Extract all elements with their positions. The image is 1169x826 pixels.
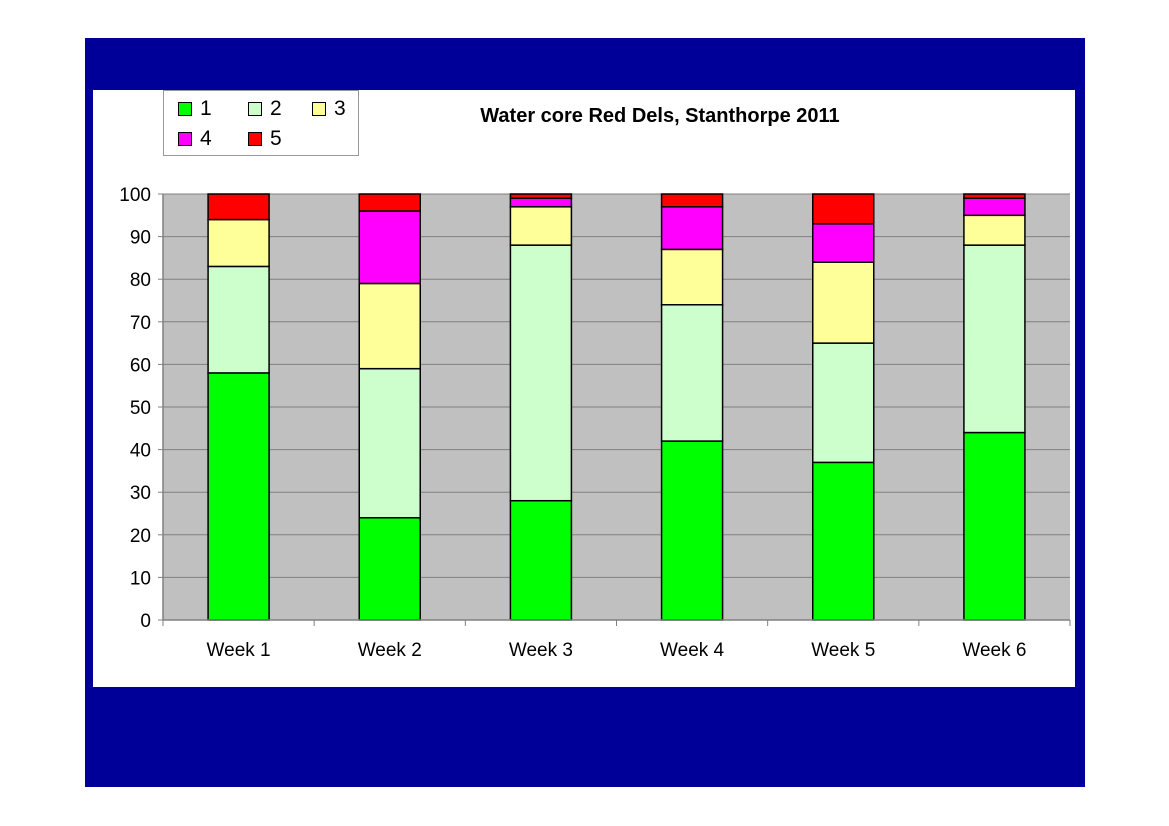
legend-label-3: 3 (334, 97, 346, 120)
legend-swatch-3 (312, 102, 326, 116)
x-tick-label: Week 6 (962, 640, 1026, 661)
x-tick-label: Week 2 (358, 640, 422, 661)
legend-label-4: 4 (200, 127, 212, 150)
bars (207, 193, 1026, 621)
axes (162, 194, 1071, 626)
x-tick-label: Week 1 (207, 640, 271, 661)
legend-entry-4: 4 (178, 127, 212, 151)
bar-segment (207, 372, 270, 621)
legend-swatch-5 (248, 132, 262, 146)
bar-segment (660, 304, 724, 442)
bar-segment (207, 218, 270, 268)
legend-entry-2: 2 (248, 97, 282, 121)
bar-segment (207, 193, 270, 221)
bar-segment (660, 206, 724, 251)
y-tick-label: 80 (130, 270, 151, 291)
bar-segment (358, 517, 421, 621)
y-tick-label: 50 (130, 398, 151, 419)
y-tick-label: 70 (130, 313, 151, 334)
y-tick-labels: 0 10 20 30 40 50 60 70 80 90 100 (119, 185, 151, 632)
bar-segment (207, 265, 270, 374)
bar-segment (358, 282, 421, 370)
legend-swatch-1 (178, 102, 192, 116)
y-tick-label: 40 (130, 441, 151, 462)
bar-segment (963, 431, 1026, 621)
y-tick-label: 20 (130, 526, 151, 547)
legend-label-1: 1 (200, 97, 212, 120)
y-tick-label: 10 (130, 568, 151, 589)
y-tick-label: 100 (119, 185, 151, 206)
bar-segment (358, 367, 421, 519)
bar-segment (963, 214, 1026, 246)
x-tick-label: Week 5 (811, 640, 875, 661)
bar-segment (660, 193, 724, 208)
y-tick-label: 30 (130, 483, 151, 504)
bar-segment (812, 193, 875, 225)
legend-label-5: 5 (270, 127, 282, 150)
chart-title: Water core Red Dels, Stanthorpe 2011 (480, 105, 840, 127)
legend-entry-5: 5 (248, 127, 282, 151)
y-tick-label: 60 (130, 355, 151, 376)
y-tick-label: 90 (130, 228, 151, 249)
bar-segment (963, 197, 1026, 217)
bar-segment (963, 193, 1026, 200)
bar-segment (509, 206, 573, 246)
x-tick-label: Week 3 (509, 640, 573, 661)
bar-segment (812, 261, 875, 344)
bar-segment (660, 248, 724, 306)
bar-segment (812, 461, 875, 621)
legend-label-2: 2 (270, 97, 282, 120)
legend-entry-3: 3 (312, 97, 346, 121)
x-tick-label: Week 4 (660, 640, 725, 661)
bar-segment (358, 193, 421, 212)
bar-segment (509, 499, 573, 621)
bar-segment (660, 440, 724, 621)
bar-segment (812, 223, 875, 263)
bar-segment (509, 244, 573, 502)
legend: 1 2 3 4 5 (163, 90, 359, 156)
bar-segment (358, 210, 421, 285)
bar-segment (812, 342, 875, 464)
legend-entry-1: 1 (178, 97, 212, 121)
legend-swatch-2 (248, 102, 262, 116)
bar-segment (509, 193, 573, 200)
bar-segment (509, 197, 573, 208)
x-tick-labels: Week 1 Week 2 Week 3 Week 4 Week 5 Week 6 (207, 640, 1027, 661)
y-tick-label: 0 (140, 611, 151, 632)
legend-swatch-4 (178, 132, 192, 146)
bar-segment (963, 244, 1026, 434)
